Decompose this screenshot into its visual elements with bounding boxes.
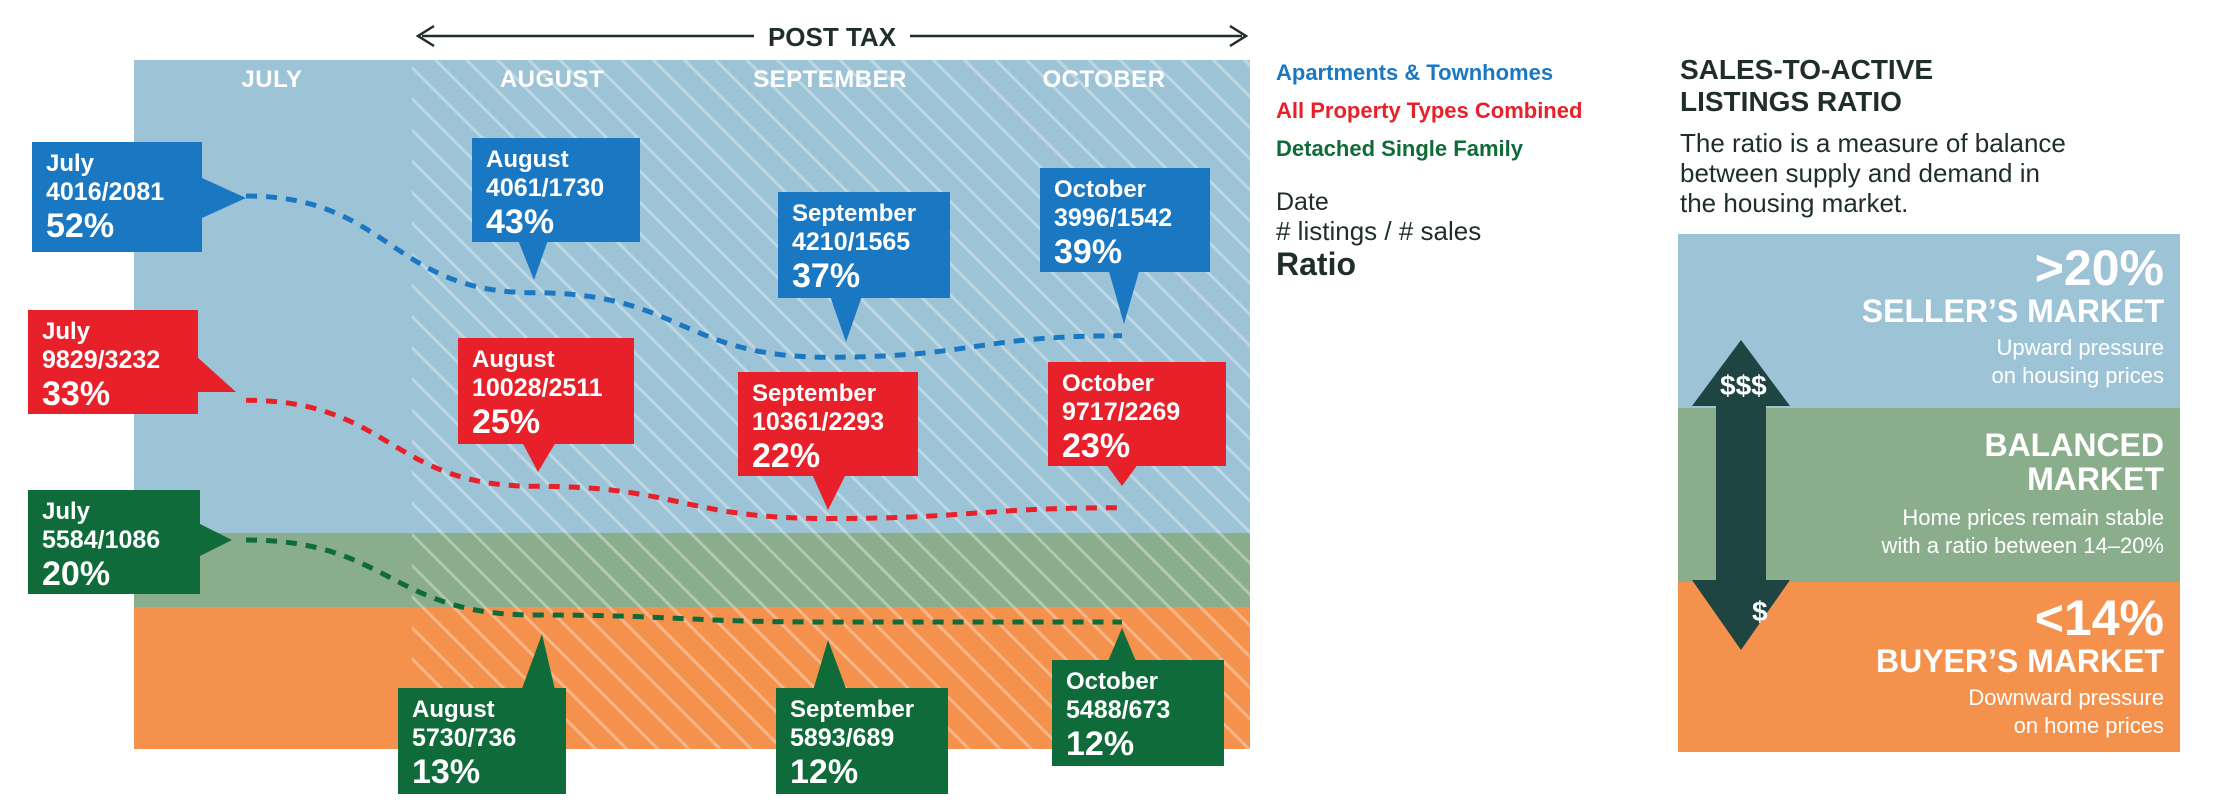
callout-counts: 10028/2511 (472, 374, 603, 402)
callout-detached-september: September 5893/689 12% (776, 688, 948, 794)
callout-date: September (790, 696, 915, 723)
callout-counts: 5584/1086 (42, 526, 161, 554)
key-ratio: Ratio (1276, 246, 1356, 282)
callout-pointer (196, 356, 236, 392)
callout-counts: 5893/689 (790, 724, 895, 752)
callout-pointers (196, 178, 1140, 694)
panel-buyer-segment: <14% BUYER’S MARKET Downward pressure on… (1678, 582, 2180, 752)
callout-date: August (486, 146, 569, 173)
callout-ratio: 39% (1054, 233, 1123, 271)
series-line-apartments (245, 193, 1123, 360)
callout-detached-july: July 5584/1086 20% (28, 490, 200, 594)
callout-counts: 10361/2293 (752, 408, 885, 436)
callout-ratio: 23% (1062, 427, 1131, 465)
seller-sub-line: on housing prices (1991, 363, 2164, 388)
seller-heading: SELLER’S MARKET (1861, 293, 2164, 329)
callout-date: September (792, 200, 917, 227)
callout-pointer (812, 640, 848, 694)
callout-date: October (1054, 176, 1147, 203)
callout-ratio: 12% (790, 753, 859, 791)
callout-pointer (812, 474, 846, 510)
panel-description: The ratio is a measure of balance betwee… (1680, 128, 2140, 218)
buyer-sub-line: on home prices (2013, 713, 2164, 738)
balanced-sub-line: Home prices remain stable (1902, 505, 2164, 530)
month-label-august: AUGUST (499, 66, 605, 93)
callout-pointer (200, 524, 232, 556)
callout-pointer (1106, 628, 1138, 666)
callout-date: October (1062, 370, 1155, 397)
callout-date: July (46, 150, 95, 177)
callout-all-september: September 10361/2293 22% (738, 372, 918, 476)
callout-counts: 5488/673 (1066, 696, 1171, 724)
callout-all-october: October 9717/2269 23% (1048, 362, 1226, 466)
post-tax-header: POST TAX (412, 18, 1252, 54)
callout-counts: 4210/1565 (792, 228, 911, 256)
price-up-label: $$$ (1720, 370, 1767, 401)
callout-ratio: 25% (472, 403, 541, 441)
key-date: Date (1276, 188, 1329, 216)
callout-pointer (1108, 268, 1140, 324)
callout-date: October (1066, 668, 1159, 695)
key-counts: # listings / # sales (1276, 216, 1482, 246)
callout-ratio: 43% (486, 203, 555, 241)
balanced-heading-line: BALANCED (1984, 427, 2164, 463)
post-tax-label: POST TAX (753, 22, 911, 52)
callout-pointer (522, 442, 556, 472)
callout-ratio: 37% (792, 257, 861, 295)
callout-ratio: 52% (46, 207, 115, 245)
balanced-heading-line: MARKET (2027, 461, 2164, 497)
callout-date: July (42, 498, 91, 525)
legend-detached: Detached Single Family (1276, 136, 1523, 161)
callout-counts: 4061/1730 (486, 174, 605, 202)
callout-date: August (412, 696, 495, 723)
callout-counts: 4016/2081 (46, 178, 165, 206)
callout-pointer (1106, 464, 1138, 486)
panel-title-line: SALES-TO-ACTIVE (1680, 54, 1934, 85)
panel-desc-line: between supply and demand in (1680, 158, 2040, 188)
series-line-detached (245, 537, 1122, 625)
balanced-sub-line: with a ratio between 14–20% (1881, 533, 2164, 558)
callout-apartments-october: October 3996/1542 39% (1040, 168, 1210, 272)
callout-apartments-september: September 4210/1565 37% (778, 192, 950, 298)
callout-date: July (42, 318, 91, 345)
callout-all-august: August 10028/2511 25% (458, 338, 634, 444)
seller-threshold: >20% (2034, 240, 2164, 296)
panel-desc-line: The ratio is a measure of balance (1680, 128, 2066, 158)
panel-desc-line: the housing market. (1680, 188, 1909, 218)
month-label-october: OCTOBER (1042, 66, 1166, 93)
series-line-all-types (245, 397, 1123, 522)
callout-counts: 3996/1542 (1054, 204, 1173, 232)
buyer-heading: BUYER’S MARKET (1875, 643, 2164, 679)
callout-pointer (830, 296, 862, 342)
month-label-july: JULY (241, 66, 303, 93)
callout-date: September (752, 380, 877, 407)
callout-ratio: 12% (1066, 725, 1135, 763)
callout-counts: 9829/3232 (42, 346, 161, 374)
callout-ratio: 13% (412, 753, 481, 791)
pressure-arrow-icon (1692, 340, 1790, 650)
month-label-september: SEPTEMBER (753, 66, 907, 93)
callout-detached-october: October 5488/673 12% (1052, 660, 1224, 766)
callout-date: August (472, 346, 555, 373)
callout-detached-august: August 5730/736 13% (398, 688, 566, 794)
callout-counts: 5730/736 (412, 724, 517, 752)
panel-title-line: LISTINGS RATIO (1680, 86, 1902, 117)
callout-pointer (202, 178, 246, 218)
seller-sub-line: Upward pressure (1996, 335, 2164, 360)
callout-pointer (520, 634, 556, 694)
callout-all-july: July 9829/3232 33% (28, 310, 198, 414)
legend-apartments: Apartments & Townhomes (1276, 60, 1554, 85)
callout-apartments-august: August 4061/1730 43% (472, 138, 640, 242)
callout-ratio: 20% (42, 555, 111, 593)
callout-ratio: 22% (752, 437, 821, 475)
legend-all-types: All Property Types Combined (1276, 98, 1583, 123)
buyer-sub-line: Downward pressure (1968, 685, 2164, 710)
callout-counts: 9717/2269 (1062, 398, 1181, 426)
callout-pointer (518, 240, 548, 280)
panel-title: SALES-TO-ACTIVE LISTINGS RATIO (1680, 54, 1980, 118)
callout-ratio: 33% (42, 375, 111, 413)
buyer-threshold: <14% (2034, 590, 2164, 646)
price-down-label: $ (1752, 596, 1768, 627)
callout-apartments-july: July 4016/2081 52% (32, 142, 202, 252)
